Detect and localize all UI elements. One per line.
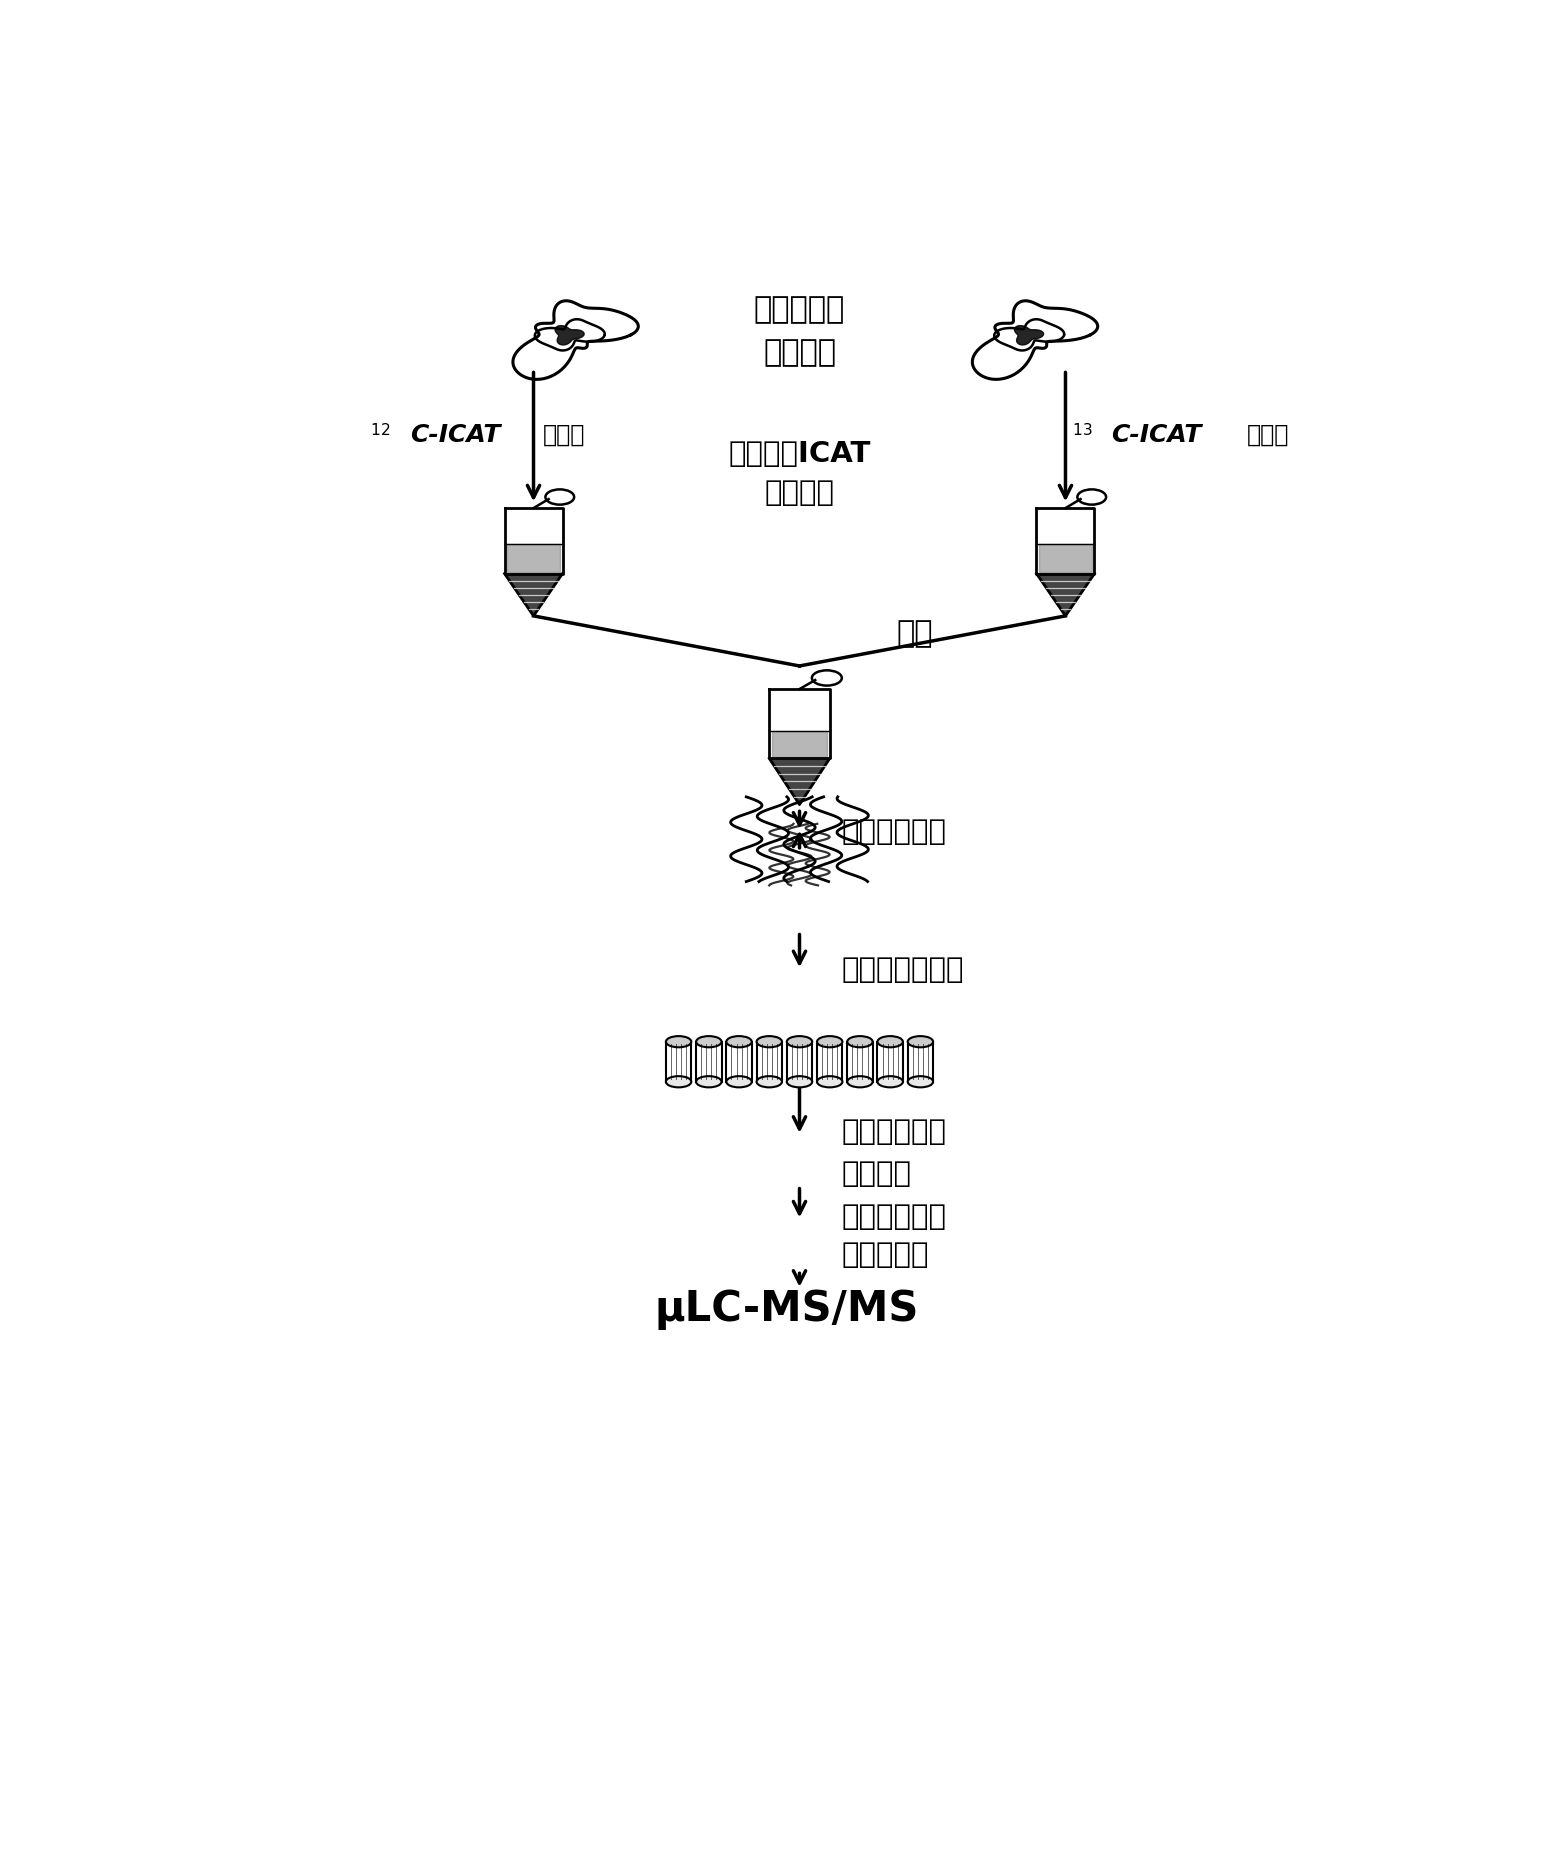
Text: 胰蛋白酶消化: 胰蛋白酶消化 — [842, 818, 947, 846]
Bar — [786, 1042, 813, 1083]
Text: 合并: 合并 — [895, 619, 933, 647]
Ellipse shape — [847, 1077, 872, 1088]
Ellipse shape — [666, 1036, 691, 1047]
Polygon shape — [1014, 326, 1044, 344]
Bar — [877, 1042, 903, 1083]
Text: 阳离子交换分级: 阳离子交换分级 — [842, 956, 964, 984]
Text: C-ICAT: C-ICAT — [410, 422, 501, 446]
Text: 抗生物素蛋白: 抗生物素蛋白 — [842, 1118, 947, 1146]
Text: $^{13}$: $^{13}$ — [1072, 424, 1092, 445]
Bar — [847, 1042, 872, 1083]
Bar — [908, 1042, 933, 1083]
Ellipse shape — [908, 1077, 933, 1088]
Text: 生物素标签: 生物素标签 — [842, 1241, 930, 1269]
Text: （重）: （重） — [1246, 422, 1289, 446]
Polygon shape — [1036, 573, 1095, 616]
Text: 变性和减少: 变性和减少 — [753, 296, 846, 324]
Polygon shape — [769, 759, 830, 805]
Ellipse shape — [666, 1077, 691, 1088]
Ellipse shape — [908, 1036, 933, 1047]
Ellipse shape — [696, 1077, 722, 1088]
Bar — [666, 1042, 691, 1083]
Text: 游离硫基: 游离硫基 — [763, 339, 836, 366]
Ellipse shape — [817, 1036, 842, 1047]
Text: 试剂标记: 试剂标记 — [764, 478, 835, 506]
Text: C-ICAT: C-ICAT — [1111, 422, 1201, 446]
Ellipse shape — [546, 489, 574, 504]
Polygon shape — [507, 545, 560, 573]
Text: 酸处理以除去: 酸处理以除去 — [842, 1203, 947, 1231]
Text: 用重或轿ICAT: 用重或轿ICAT — [729, 441, 870, 469]
Text: $^{12}$: $^{12}$ — [370, 424, 390, 445]
Ellipse shape — [727, 1077, 752, 1088]
Bar — [696, 1042, 722, 1083]
Polygon shape — [772, 731, 827, 757]
Ellipse shape — [786, 1077, 813, 1088]
Ellipse shape — [817, 1077, 842, 1088]
Ellipse shape — [847, 1036, 872, 1047]
Ellipse shape — [877, 1036, 903, 1047]
Ellipse shape — [811, 670, 842, 686]
Ellipse shape — [1078, 489, 1106, 504]
Text: μLC-MS/MS: μLC-MS/MS — [655, 1287, 919, 1330]
Ellipse shape — [696, 1036, 722, 1047]
Text: 亲和纯化: 亲和纯化 — [842, 1161, 911, 1189]
Polygon shape — [504, 573, 563, 616]
Ellipse shape — [727, 1036, 752, 1047]
Polygon shape — [555, 326, 583, 344]
Ellipse shape — [757, 1036, 782, 1047]
Text: （重）: （重） — [543, 422, 585, 446]
Ellipse shape — [786, 1036, 813, 1047]
Ellipse shape — [757, 1077, 782, 1088]
Bar — [727, 1042, 752, 1083]
Ellipse shape — [877, 1077, 903, 1088]
Bar — [817, 1042, 842, 1083]
Polygon shape — [1039, 545, 1092, 573]
Bar — [757, 1042, 782, 1083]
